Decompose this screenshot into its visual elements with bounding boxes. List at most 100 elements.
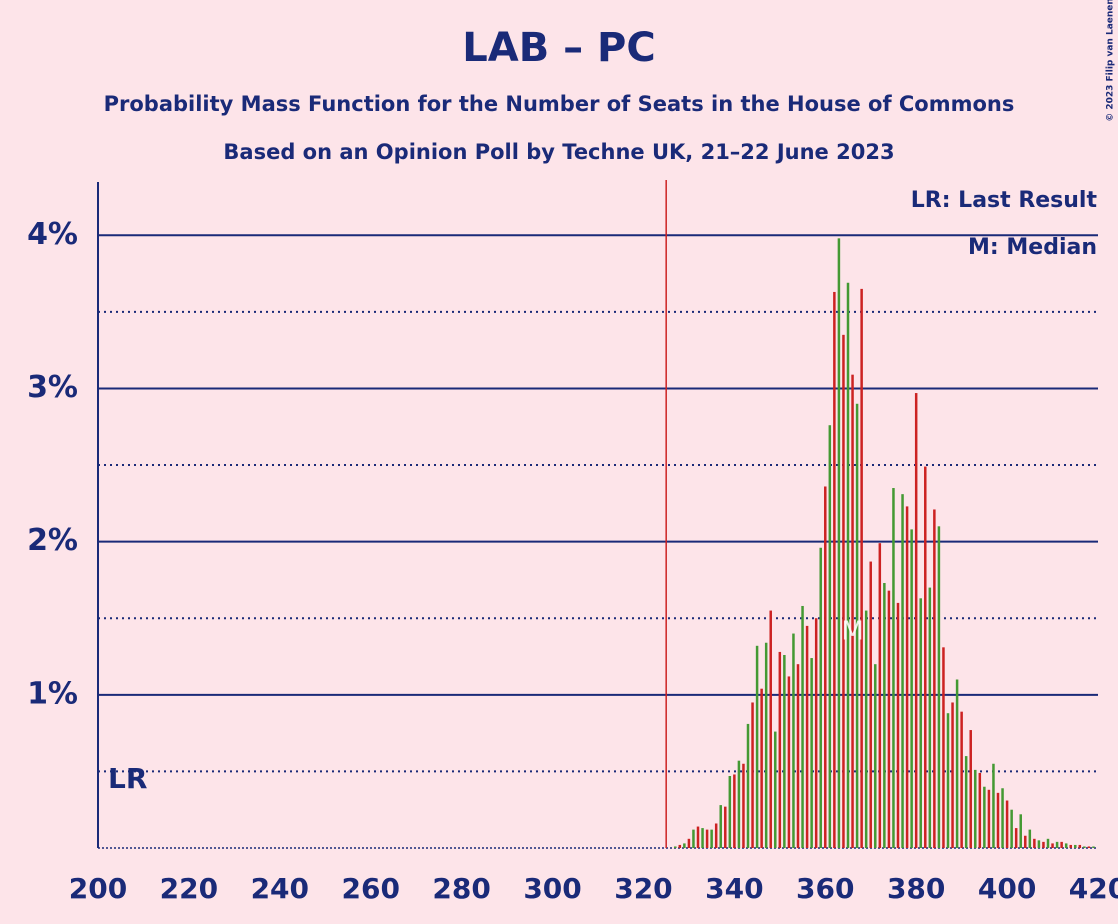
x-tick-label: 380 bbox=[887, 872, 945, 905]
bar bbox=[1083, 846, 1086, 848]
bar bbox=[705, 829, 709, 848]
bar bbox=[919, 598, 922, 848]
bar bbox=[992, 763, 995, 848]
bar bbox=[810, 658, 813, 848]
bar bbox=[901, 494, 904, 848]
bar bbox=[696, 826, 700, 848]
bar bbox=[787, 676, 791, 848]
bar bbox=[1042, 841, 1045, 848]
bar bbox=[819, 547, 822, 848]
bar bbox=[678, 844, 682, 848]
bar bbox=[864, 610, 868, 848]
subtitle: Based on an Opinion Poll by Techne UK, 2… bbox=[223, 140, 894, 164]
bar bbox=[701, 828, 704, 848]
bar bbox=[1051, 843, 1054, 848]
bar bbox=[801, 605, 804, 848]
legend-entry: M: Median bbox=[968, 235, 1097, 260]
bar bbox=[1033, 838, 1036, 848]
bar bbox=[1028, 829, 1032, 848]
y-tick-label: 4% bbox=[27, 217, 78, 252]
bar bbox=[674, 846, 677, 848]
bar bbox=[1010, 809, 1013, 848]
median-label: M bbox=[841, 617, 863, 647]
bar bbox=[905, 506, 909, 848]
bar bbox=[1069, 844, 1072, 848]
bar bbox=[892, 488, 895, 848]
bar bbox=[1092, 846, 1095, 848]
bar bbox=[933, 509, 936, 848]
bar bbox=[683, 843, 686, 848]
x-tick-label: 200 bbox=[69, 872, 127, 905]
bar bbox=[969, 730, 972, 848]
bar bbox=[974, 769, 977, 848]
x-tick-label: 320 bbox=[614, 872, 672, 905]
bar bbox=[746, 723, 750, 848]
bar bbox=[883, 582, 886, 848]
bar bbox=[778, 651, 782, 848]
bar bbox=[842, 334, 845, 848]
x-tick-label: 340 bbox=[705, 872, 763, 905]
bar bbox=[828, 425, 832, 848]
bar bbox=[896, 602, 900, 848]
bar bbox=[692, 829, 695, 848]
x-tick-label: 300 bbox=[523, 872, 581, 905]
bar bbox=[1005, 800, 1009, 848]
bar bbox=[855, 403, 859, 848]
bar bbox=[769, 610, 772, 848]
bar bbox=[910, 529, 913, 848]
bar bbox=[869, 561, 872, 848]
last-result-label: LR bbox=[108, 762, 147, 795]
y-tick-label: 1% bbox=[27, 676, 78, 711]
bar bbox=[824, 486, 827, 848]
subtitle: Probability Mass Function for the Number… bbox=[104, 92, 1015, 116]
y-tick-label: 3% bbox=[27, 370, 78, 405]
bar bbox=[714, 823, 718, 848]
bar bbox=[687, 838, 691, 848]
bar bbox=[996, 792, 1000, 848]
bar bbox=[1019, 814, 1022, 848]
bar bbox=[737, 760, 741, 848]
bar bbox=[710, 829, 713, 848]
bar bbox=[942, 647, 945, 848]
bar bbox=[733, 774, 736, 848]
bar bbox=[814, 618, 818, 848]
bar bbox=[837, 238, 841, 848]
bar bbox=[724, 806, 727, 848]
bar bbox=[878, 543, 882, 848]
bar bbox=[851, 374, 854, 848]
bar bbox=[755, 645, 759, 848]
legend-entry: LR: Last Result bbox=[911, 188, 1098, 213]
bar bbox=[1064, 843, 1068, 848]
bar bbox=[937, 526, 941, 848]
bar bbox=[874, 664, 877, 848]
bar bbox=[742, 763, 745, 848]
bar bbox=[924, 466, 927, 848]
bar bbox=[760, 688, 763, 848]
bar bbox=[978, 772, 982, 848]
x-tick-label: 420 bbox=[1069, 872, 1118, 905]
bar bbox=[1074, 844, 1077, 848]
bar bbox=[1055, 841, 1059, 848]
bar bbox=[951, 702, 954, 848]
x-tick-label: 360 bbox=[796, 872, 854, 905]
bar bbox=[964, 756, 968, 848]
bar bbox=[774, 731, 777, 848]
copyright: © 2023 Filip van Laenen bbox=[1106, 0, 1116, 122]
x-tick-label: 280 bbox=[432, 872, 490, 905]
bar bbox=[1060, 841, 1063, 848]
bar bbox=[764, 642, 768, 848]
bar bbox=[796, 664, 800, 848]
bar bbox=[946, 713, 950, 848]
bar bbox=[728, 776, 732, 848]
bar bbox=[1078, 844, 1082, 848]
bar bbox=[1046, 838, 1050, 848]
bar bbox=[1087, 846, 1091, 848]
bar bbox=[860, 288, 863, 848]
bar bbox=[846, 282, 850, 848]
x-tick-label: 260 bbox=[342, 872, 400, 905]
bar bbox=[1014, 828, 1018, 848]
bar bbox=[792, 633, 795, 848]
x-tick-label: 240 bbox=[251, 872, 309, 905]
